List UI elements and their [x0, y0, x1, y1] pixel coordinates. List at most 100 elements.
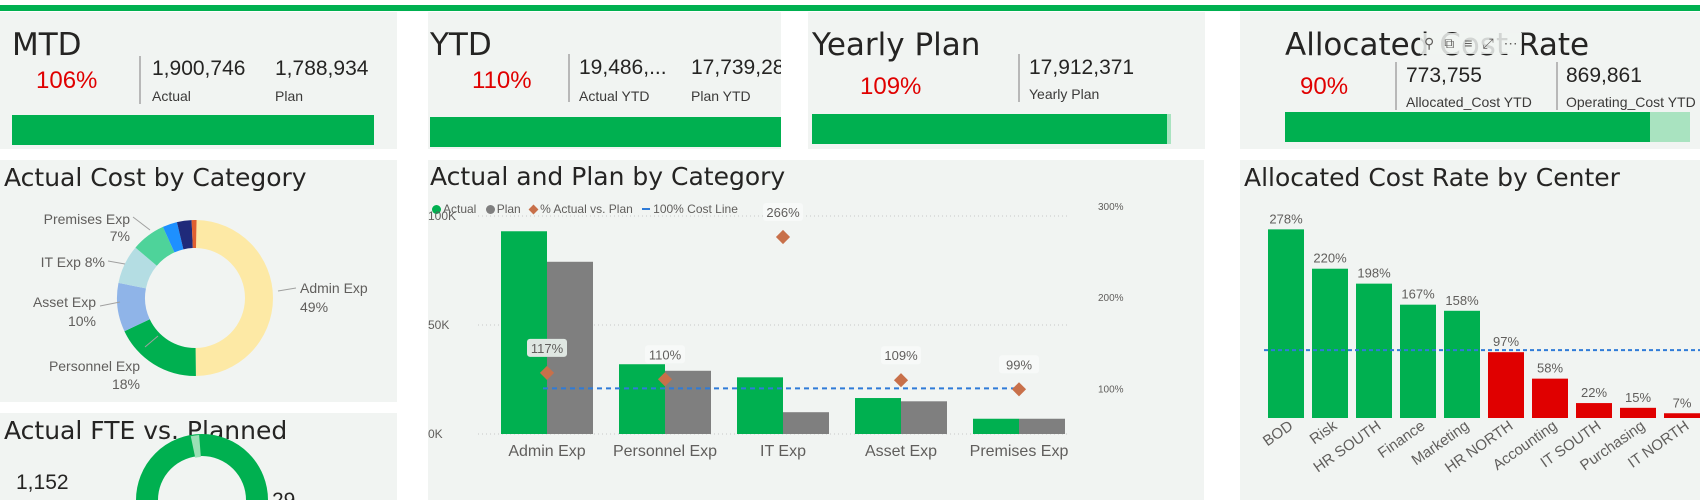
- progress-fill: [12, 115, 374, 145]
- kpi-title: YTD: [430, 27, 492, 63]
- rate-bar[interactable]: [1532, 378, 1568, 418]
- pin-icon[interactable]: ⚲: [1424, 35, 1435, 51]
- legend-item-actual[interactable]: Actual: [432, 202, 476, 216]
- leader-line: [99, 301, 121, 307]
- section-title: Actual and Plan by Category: [430, 162, 786, 191]
- pct-marker[interactable]: [775, 229, 791, 245]
- actual-cost-by-category-card[interactable]: Actual Cost by Category Premises Exp 7% …: [0, 160, 397, 402]
- section-title: Actual FTE vs. Planned: [4, 416, 288, 445]
- legend-swatch: [642, 208, 651, 210]
- y-tick-label: 0K: [428, 427, 443, 441]
- kpi-card-ytd[interactable]: YTD 110% 19,486,... Actual YTD 17,739,28…: [428, 12, 781, 149]
- allocated-cost-label: Allocated_Cost YTD: [1406, 94, 1532, 110]
- pct-marker[interactable]: [893, 373, 909, 388]
- rate-value-label: 158%: [1445, 293, 1479, 308]
- divider: [1018, 54, 1020, 102]
- leader-line: [107, 260, 126, 265]
- bar-plan[interactable]: [1019, 418, 1065, 434]
- pct-label-bg: [527, 338, 567, 357]
- donut-slice[interactable]: [176, 220, 193, 250]
- bar-plan[interactable]: [665, 370, 711, 434]
- donut-slice[interactable]: [118, 247, 157, 289]
- donut-slice[interactable]: [191, 220, 197, 249]
- fte-gauge-arc: [136, 434, 268, 500]
- rate-value-label: 278%: [1269, 211, 1303, 226]
- rate-bar[interactable]: [1576, 403, 1612, 418]
- plan-label: Plan YTD: [691, 88, 751, 104]
- copy-icon[interactable]: ⧉: [1444, 35, 1455, 51]
- fte-gauge: [136, 434, 268, 500]
- actual-plan-by-category-card[interactable]: Actual and Plan by Category Actual Plan …: [428, 160, 1204, 500]
- donut-slice[interactable]: [117, 282, 150, 332]
- rate-bar[interactable]: [1620, 407, 1656, 418]
- rate-value-label: 7%: [1673, 395, 1692, 410]
- progress-bar: [430, 117, 781, 147]
- pct-label-bg: [763, 203, 803, 222]
- donut-label-personnel-pct: 18%: [112, 376, 140, 392]
- bar-actual[interactable]: [973, 418, 1019, 434]
- pct-marker[interactable]: [1011, 382, 1027, 397]
- progress-bar: [12, 115, 374, 145]
- rate-value-label: 198%: [1357, 266, 1391, 281]
- operating-cost-value: 869,861: [1566, 64, 1642, 87]
- kpi-card-mtd[interactable]: MTD 106% 1,900,746 Actual 1,788,934 Plan: [0, 12, 397, 149]
- donut-slice[interactable]: [124, 319, 196, 376]
- x-tick-label: Admin Exp: [508, 443, 585, 460]
- rate-category-label: BOD: [1260, 417, 1297, 450]
- pct-label: 117%: [531, 341, 564, 356]
- plan-value: 1,788,934: [275, 57, 369, 80]
- bar-plan[interactable]: [783, 412, 829, 434]
- allocated-cost-rate-by-center-card[interactable]: Allocated Cost Rate by Center 278% BOD 220…: [1240, 160, 1700, 500]
- focus-mode-icon[interactable]: ⤢: [1482, 35, 1494, 51]
- leader-lines: [99, 216, 297, 348]
- donut-label-premises: Premises Exp: [44, 211, 131, 227]
- rate-bar[interactable]: [1400, 304, 1436, 418]
- rate-bar[interactable]: [1312, 268, 1348, 418]
- progress-bar: [1285, 112, 1690, 142]
- operating-cost-label: Operating_Cost YTD: [1566, 94, 1696, 110]
- plan-label: Plan: [275, 88, 304, 104]
- x-tick-label: Personnel Exp: [613, 443, 717, 460]
- pct-label: 266%: [766, 205, 800, 220]
- rate-bar[interactable]: [1664, 413, 1700, 418]
- actual-value: 1,900,746: [152, 57, 246, 80]
- bar-actual[interactable]: [855, 398, 901, 434]
- rate-bar[interactable]: [1268, 229, 1304, 418]
- allocated-cost-value: 773,755: [1406, 64, 1482, 87]
- rate-value-label: 220%: [1313, 251, 1347, 266]
- legend-item-plan[interactable]: Plan: [485, 202, 521, 216]
- bar-actual[interactable]: [619, 364, 665, 434]
- yearly-plan-label: Yearly Plan: [1029, 86, 1100, 102]
- pct-label: 99%: [1006, 357, 1032, 372]
- progress-fill: [812, 114, 1168, 144]
- y2-tick-label: 300%: [1098, 202, 1124, 213]
- bar-plan[interactable]: [901, 401, 947, 434]
- legend-item-cost-line[interactable]: 100% Cost Line: [642, 202, 738, 216]
- filter-icon[interactable]: ≡: [1464, 35, 1473, 51]
- rate-value-label: 15%: [1625, 390, 1651, 405]
- donut-slice[interactable]: [162, 222, 184, 253]
- pct-label: 109%: [884, 348, 918, 363]
- pct-marker[interactable]: [657, 372, 673, 387]
- x-tick-label: Asset Exp: [865, 443, 937, 460]
- x-tick-label: Premises Exp: [970, 443, 1069, 460]
- kpi-card-yearly-plan[interactable]: Yearly Plan 109% 17,912,371 Yearly Plan: [808, 12, 1205, 149]
- divider: [139, 56, 141, 104]
- more-options-icon[interactable]: ⋯: [1503, 35, 1518, 51]
- pct-label-bg: [999, 355, 1039, 374]
- pct-label-bg: [881, 346, 921, 365]
- bar-actual[interactable]: [737, 377, 783, 434]
- y-tick-label: 50K: [428, 318, 449, 332]
- rate-bar[interactable]: [1444, 310, 1480, 418]
- pct-marker[interactable]: [539, 365, 555, 380]
- actual-fte-card[interactable]: Actual FTE vs. Planned 1,152 29: [0, 413, 397, 500]
- plan-value: 17,739,282: [691, 56, 781, 79]
- bar-actual[interactable]: [501, 231, 547, 434]
- donut-slice[interactable]: [195, 220, 274, 376]
- legend-item-pct[interactable]: % Actual vs. Plan: [528, 202, 633, 216]
- top-accent-bar: [0, 5, 1700, 11]
- donut-slice[interactable]: [135, 226, 175, 266]
- rate-category-label: Risk: [1307, 417, 1341, 448]
- rate-bar[interactable]: [1488, 352, 1524, 418]
